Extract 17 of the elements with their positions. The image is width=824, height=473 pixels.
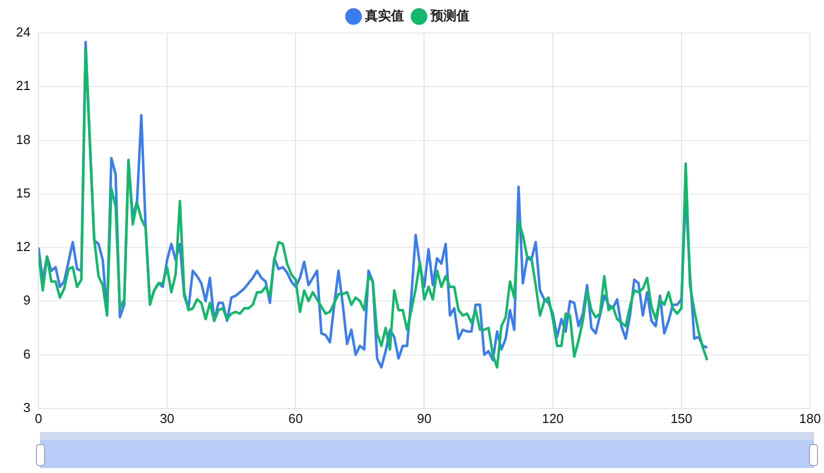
x-tick-label: 0 (34, 410, 42, 426)
x-tick-label: 30 (160, 410, 174, 426)
y-tick-label: 21 (16, 78, 30, 94)
y-tick-label: 9 (23, 292, 30, 308)
x-tick-label: 150 (670, 410, 692, 426)
legend-label: 真实值 (364, 8, 404, 24)
y-tick-label: 6 (23, 346, 30, 362)
y-tick-label: 15 (16, 185, 30, 200)
x-tick-label: 60 (288, 410, 303, 426)
y-tick-label: 24 (16, 24, 30, 40)
x-tick-label: 180 (799, 410, 821, 426)
x-tick-label: 90 (416, 410, 432, 426)
x-tick-label: 120 (542, 410, 564, 426)
y-tick-label: 12 (16, 239, 30, 254)
legend-label: 预测值 (430, 8, 470, 24)
y-tick-label: 18 (16, 132, 30, 147)
y-tick-label: 3 (23, 400, 30, 415)
